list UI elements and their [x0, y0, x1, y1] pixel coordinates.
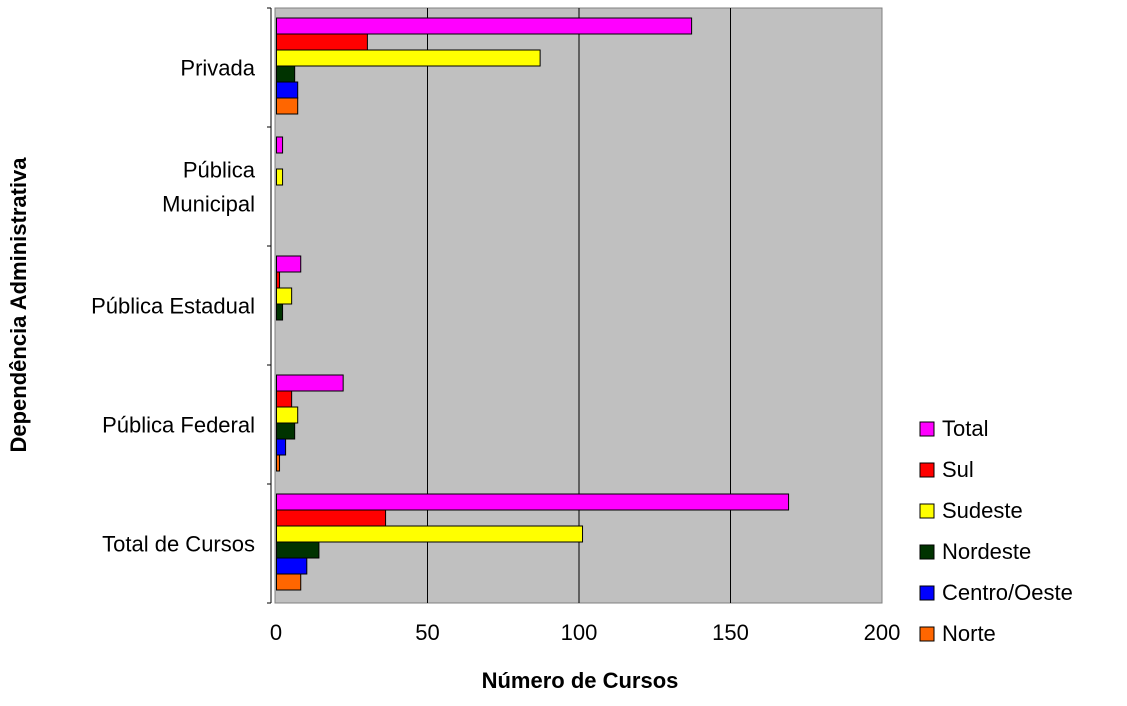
- y-tick-label: Privada: [180, 56, 255, 81]
- bars: [276, 17, 790, 591]
- x-axis-title: Número de Cursos: [482, 668, 679, 693]
- x-tick-label: 150: [712, 620, 749, 645]
- y-tick-label: Pública Federal: [102, 413, 255, 438]
- y-tick-label: Pública: [183, 158, 256, 183]
- legend-label: Sul: [942, 457, 974, 482]
- bar-norte: [276, 97, 299, 115]
- bar-sudeste: [276, 287, 293, 305]
- y-axis-title: Dependência Administrativa: [6, 157, 31, 453]
- legend-label: Centro/Oeste: [942, 580, 1073, 605]
- legend: Total Sul Sudeste Nordeste Centro/Oeste Norte: [919, 416, 1073, 646]
- bar-sul: [276, 33, 368, 51]
- legend-swatch: [919, 503, 935, 519]
- y-tick-label: Municipal: [162, 192, 255, 217]
- bar-total: [276, 136, 284, 154]
- y-tick-labels: Privada Pública Municipal Pública Estadual P…: [91, 56, 256, 557]
- bar-centro-oeste: [276, 557, 308, 575]
- bar-nordeste: [276, 541, 320, 559]
- y-tick-label: Total de Cursos: [102, 532, 255, 557]
- bar-sudeste: [276, 168, 284, 186]
- bar-centro-oeste: [276, 438, 287, 456]
- legend-label: Sudeste: [942, 498, 1023, 523]
- legend-swatch: [919, 585, 935, 601]
- bar-nordeste: [276, 422, 296, 440]
- bar-total: [276, 255, 302, 273]
- bar-total: [276, 374, 344, 392]
- legend-swatch: [919, 462, 935, 478]
- bar-sul: [276, 390, 293, 408]
- legend-label: Norte: [942, 621, 996, 646]
- x-tick-label: 200: [864, 620, 901, 645]
- bar-total: [276, 17, 693, 35]
- legend-swatch: [919, 544, 935, 560]
- x-tick-labels: 0 50 100 150 200: [270, 620, 900, 645]
- bar-nordeste: [276, 65, 296, 83]
- x-tick-label: 50: [415, 620, 439, 645]
- bar-sudeste: [276, 406, 299, 424]
- x-tick-label: 100: [561, 620, 598, 645]
- bar-total: [276, 493, 790, 511]
- legend-label: Nordeste: [942, 539, 1031, 564]
- x-tick-label: 0: [270, 620, 282, 645]
- legend-swatch: [919, 626, 935, 642]
- legend-label: Total: [942, 416, 988, 441]
- bar-sudeste: [276, 525, 584, 543]
- axes: [267, 7, 272, 604]
- bar-centro-oeste: [276, 81, 299, 99]
- bar-nordeste: [276, 303, 284, 321]
- bar-norte: [276, 454, 281, 472]
- y-tick-label: Pública Estadual: [91, 294, 255, 319]
- bar-sul: [276, 271, 281, 289]
- bar-sul: [276, 509, 387, 527]
- bar-sudeste: [276, 49, 541, 67]
- bar-norte: [276, 573, 302, 591]
- legend-swatch: [919, 421, 935, 437]
